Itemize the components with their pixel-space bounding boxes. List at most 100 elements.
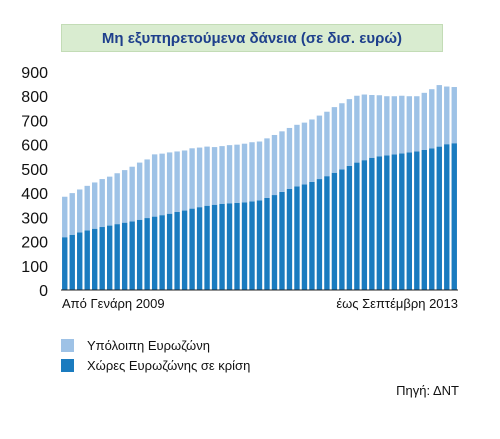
bar-other-eurozone (444, 86, 450, 145)
bar-crisis-countries (376, 156, 383, 290)
bar-crisis-countries (384, 155, 390, 290)
x-end-label: έως Σεπτέμβρη 2013 (336, 296, 458, 311)
bar-other-eurozone (451, 87, 457, 144)
bar-other-eurozone (92, 182, 98, 229)
y-tick-label: 700 (21, 113, 48, 130)
bar-crisis-countries (429, 148, 435, 290)
bar-crisis-countries (99, 227, 105, 290)
bar-other-eurozone (211, 147, 218, 205)
bar-other-eurozone (166, 152, 173, 214)
bar-other-eurozone (436, 85, 442, 147)
bar-crisis-countries (77, 232, 83, 290)
bar-other-eurozone (226, 145, 233, 204)
bar-crisis-countries (294, 186, 300, 290)
bar-crisis-countries (361, 160, 368, 290)
bar-other-eurozone (339, 103, 345, 170)
bar-other-eurozone (384, 96, 390, 156)
bar-other-eurozone (204, 146, 210, 206)
legend-swatch-crisis-countries (61, 359, 74, 372)
bar-other-eurozone (181, 150, 188, 211)
bar-other-eurozone (62, 196, 68, 238)
y-tick-label: 800 (21, 89, 48, 106)
legend-swatch-other-eurozone (61, 339, 74, 352)
y-tick-label: 400 (21, 186, 48, 203)
legend-label-other-eurozone: Υπόλοιπη Ευρωζώνη (87, 338, 210, 353)
bar-crisis-countries (159, 215, 165, 290)
legend-label-crisis-countries: Χώρες Ευρωζώνης σε κρίση (87, 358, 251, 373)
bar-crisis-countries (331, 172, 338, 290)
y-tick-label: 300 (21, 210, 48, 227)
bar-other-eurozone (421, 92, 427, 150)
bar-other-eurozone (376, 95, 383, 157)
bar-crisis-countries (309, 181, 315, 290)
bar-crisis-countries (166, 213, 173, 290)
bar-other-eurozone (136, 162, 143, 220)
bar-other-eurozone (114, 173, 120, 225)
bar-crisis-countries (144, 218, 150, 290)
bar-other-eurozone (414, 96, 420, 152)
bar-other-eurozone (84, 185, 90, 231)
bar-crisis-countries (174, 212, 180, 290)
bar-other-eurozone (234, 144, 240, 203)
bar-other-eurozone (196, 147, 203, 208)
bar-other-eurozone (391, 96, 398, 155)
bar-crisis-countries (121, 222, 128, 290)
bar-other-eurozone (271, 134, 278, 196)
bar-crisis-countries (354, 162, 360, 290)
bar-other-eurozone (286, 127, 293, 189)
legend-item-crisis-countries: Χώρες Ευρωζώνης σε κρίση (61, 358, 250, 373)
bar-crisis-countries (114, 224, 120, 290)
bar-other-eurozone (324, 111, 330, 177)
bar-other-eurozone (346, 99, 353, 166)
bar-crisis-countries (69, 234, 75, 290)
bar-other-eurozone (369, 95, 375, 158)
bar-crisis-countries (234, 202, 240, 290)
bar-other-eurozone (294, 124, 300, 187)
bar-crisis-countries (92, 228, 98, 290)
bar-crisis-countries (211, 204, 218, 290)
bar-crisis-countries (316, 179, 323, 290)
bar-crisis-countries (181, 210, 188, 290)
bar-crisis-countries (346, 165, 353, 290)
bar-other-eurozone (301, 122, 308, 185)
bar-crisis-countries (189, 208, 195, 290)
y-tick-label: 600 (21, 138, 48, 155)
bar-crisis-countries (444, 144, 450, 290)
bar-crisis-countries (399, 153, 405, 290)
bar-other-eurozone (151, 154, 158, 217)
bar-crisis-countries (84, 230, 90, 290)
bar-crisis-countries (264, 197, 270, 290)
bar-other-eurozone (399, 95, 405, 154)
bar-crisis-countries (369, 157, 375, 290)
bar-crisis-countries (406, 152, 412, 290)
bar-crisis-countries (301, 184, 308, 290)
bar-other-eurozone (159, 153, 165, 216)
bar-other-eurozone (106, 176, 113, 226)
bar-crisis-countries (421, 150, 427, 290)
bar-other-eurozone (77, 189, 83, 233)
bar-crisis-countries (286, 188, 293, 290)
bar-crisis-countries (136, 219, 143, 290)
bar-other-eurozone (121, 170, 128, 223)
bar-other-eurozone (354, 95, 360, 163)
bar-other-eurozone (189, 148, 195, 209)
bar-other-eurozone (249, 142, 255, 202)
legend-item-other-eurozone: Υπόλοιπη Ευρωζώνη (61, 338, 210, 353)
y-tick-label: 900 (21, 65, 48, 82)
y-tick-label: 100 (21, 259, 48, 276)
bar-crisis-countries (279, 191, 285, 290)
bar-other-eurozone (406, 96, 412, 153)
bar-other-eurozone (331, 107, 338, 173)
chart-title: Μη εξυπηρετούμενα δάνεια (σε δισ. ευρώ) (61, 24, 443, 52)
bar-other-eurozone (361, 94, 368, 161)
bar-crisis-countries (256, 200, 263, 290)
source-note: Πηγή: ΔΝΤ (396, 383, 459, 398)
bar-other-eurozone (429, 89, 435, 149)
bar-crisis-countries (62, 237, 68, 290)
bar-crisis-countries (219, 203, 225, 290)
bar-other-eurozone (174, 151, 180, 213)
bar-crisis-countries (414, 151, 420, 290)
y-tick-label: 0 (39, 283, 48, 300)
bar-crisis-countries (436, 146, 442, 290)
